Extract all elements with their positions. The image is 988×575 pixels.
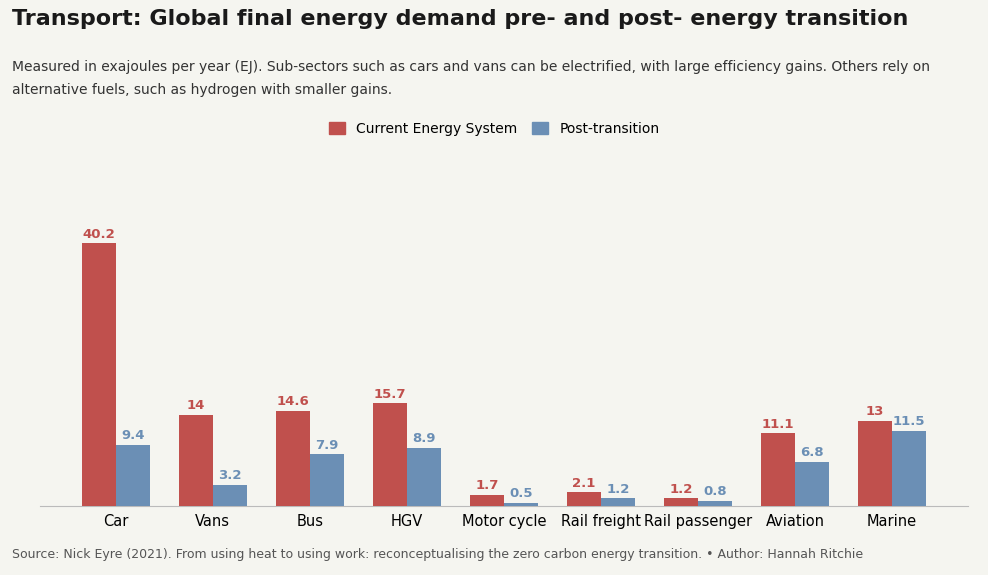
Text: 11.1: 11.1 bbox=[762, 418, 794, 431]
Bar bbox=[892, 431, 926, 506]
Bar bbox=[470, 495, 504, 506]
Text: 6.8: 6.8 bbox=[800, 446, 824, 459]
Text: Transport: Global final energy demand pre- and post- energy transition: Transport: Global final energy demand pr… bbox=[12, 9, 908, 29]
Text: Source: Nick Eyre (2021). From using heat to using work: reconceptualising the z: Source: Nick Eyre (2021). From using hea… bbox=[12, 547, 863, 561]
Text: 9.4: 9.4 bbox=[121, 429, 144, 442]
Text: 40.2: 40.2 bbox=[82, 228, 115, 241]
Bar bbox=[504, 503, 537, 506]
Legend: Current Energy System, Post-transition: Current Energy System, Post-transition bbox=[329, 122, 659, 136]
Text: 1.2: 1.2 bbox=[669, 482, 693, 496]
Text: 15.7: 15.7 bbox=[373, 388, 406, 401]
Bar bbox=[795, 462, 829, 506]
Bar bbox=[698, 501, 732, 506]
Bar bbox=[82, 243, 116, 506]
Text: 3.2: 3.2 bbox=[218, 469, 241, 482]
Text: 7.9: 7.9 bbox=[315, 439, 339, 452]
Bar bbox=[179, 415, 212, 506]
Bar bbox=[276, 411, 310, 506]
Text: 13: 13 bbox=[865, 405, 884, 419]
Text: 0.8: 0.8 bbox=[703, 485, 727, 498]
Text: Measured in exajoules per year (EJ). Sub-sectors such as cars and vans can be el: Measured in exajoules per year (EJ). Sub… bbox=[12, 60, 930, 74]
Bar bbox=[116, 444, 149, 506]
Bar bbox=[407, 448, 441, 506]
Bar bbox=[761, 434, 795, 506]
Bar bbox=[372, 404, 407, 506]
Bar bbox=[310, 454, 344, 506]
Text: 2.1: 2.1 bbox=[572, 477, 596, 490]
Text: 14: 14 bbox=[187, 399, 205, 412]
Text: alternative fuels, such as hydrogen with smaller gains.: alternative fuels, such as hydrogen with… bbox=[12, 83, 392, 97]
Text: 8.9: 8.9 bbox=[412, 432, 436, 445]
Text: 14.6: 14.6 bbox=[277, 395, 309, 408]
Text: 11.5: 11.5 bbox=[893, 415, 926, 428]
Bar bbox=[664, 498, 698, 506]
Text: 0.5: 0.5 bbox=[509, 487, 533, 500]
Bar bbox=[859, 421, 892, 506]
Bar bbox=[601, 498, 635, 506]
Bar bbox=[212, 485, 247, 506]
Text: 1.2: 1.2 bbox=[607, 482, 629, 496]
Text: 1.7: 1.7 bbox=[475, 480, 499, 492]
Bar bbox=[567, 492, 601, 506]
